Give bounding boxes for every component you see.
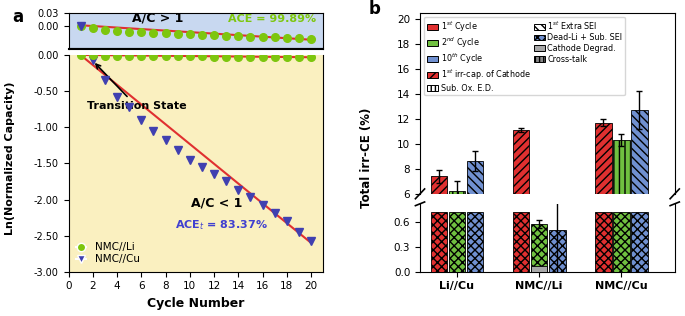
Bar: [513, 212, 530, 272]
Legend: 1$^{st}$ Cycle, 2$^{nd}$ Cycle, 10$^{th}$ Cycle, 1$^{st}$ irr-cap. of Cathode, S: 1$^{st}$ Cycle, 2$^{nd}$ Cycle, 10$^{th}…: [424, 17, 625, 95]
Bar: [531, 224, 547, 272]
Bar: [513, 130, 530, 269]
Bar: [631, 110, 648, 269]
Text: a: a: [12, 8, 23, 26]
X-axis label: Cycle Number: Cycle Number: [147, 297, 245, 310]
Bar: [531, 266, 547, 272]
Text: Ln(Normalized Capacity): Ln(Normalized Capacity): [5, 81, 15, 235]
Bar: [549, 230, 566, 272]
Bar: [595, 212, 612, 272]
Bar: [431, 176, 447, 269]
Text: A/C < 1: A/C < 1: [190, 197, 242, 210]
Text: A/C > 1: A/C > 1: [132, 12, 184, 25]
Bar: [431, 212, 447, 272]
Bar: [449, 212, 465, 272]
Text: Total irr-CE (%): Total irr-CE (%): [360, 108, 373, 208]
Bar: [613, 212, 630, 272]
Text: b: b: [369, 0, 381, 18]
Text: ACE = 99.89%: ACE = 99.89%: [228, 14, 316, 24]
Bar: [466, 161, 484, 269]
Bar: [631, 212, 648, 272]
Bar: [613, 140, 630, 269]
Bar: [449, 191, 465, 269]
Bar: [595, 123, 612, 269]
Text: Transition State: Transition State: [87, 64, 186, 111]
Text: ACE$_t$ = 83.37%: ACE$_t$ = 83.37%: [175, 218, 268, 232]
Bar: [466, 212, 484, 272]
Legend: NMC//Li, NMC//Cu: NMC//Li, NMC//Cu: [74, 240, 142, 267]
